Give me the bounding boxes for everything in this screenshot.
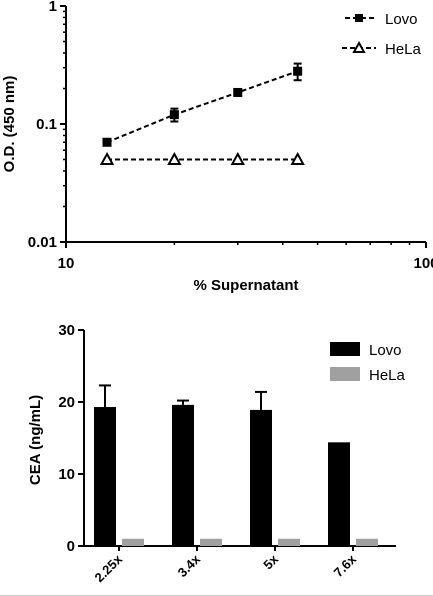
bottom-x-tick-label: 7.6x (331, 551, 360, 580)
bottom-bars-group (94, 384, 378, 546)
bar-lovo (172, 404, 194, 546)
series-hela-point (290, 151, 305, 166)
bottom-legend: Lovo HeLa (330, 342, 406, 384)
cea-bar-chart: 0 10 20 30 2.25x 3.4x 5x 7.6x CEA (ng/mL) Lovo… (27, 322, 406, 585)
series-lovo-point (169, 110, 179, 120)
bar-lovo (94, 407, 116, 546)
legend-hela-label: HeLa (369, 367, 406, 384)
top-y-tick-label: 1 (49, 0, 57, 15)
top-x-ticks: 10 100 (58, 242, 433, 272)
bottom-x-tick-label: 2.25x (92, 551, 126, 585)
bottom-y-ticks: 0 10 20 30 (58, 322, 84, 555)
top-x-tick-label: 10 (58, 255, 75, 272)
od-line-chart: 0.01 0.1 1 10 100 % Supernatant O.D. (450 n… (1, 0, 433, 294)
bottom-x-tick-label: 3.4x (175, 551, 204, 580)
top-series-group (99, 62, 305, 166)
top-x-tick-label: 100 (413, 255, 433, 272)
bottom-x-ticks: 2.25x 3.4x 5x 7.6x (92, 546, 360, 585)
bottom-y-tick-label: 20 (58, 394, 75, 411)
bar-hela (278, 538, 300, 546)
series-lovo-line (106, 70, 298, 144)
top-y-axis-title: O.D. (450 nm) (1, 76, 18, 173)
top-y-tick-label: 0.01 (28, 234, 57, 251)
top-y-ticks: 0.01 0.1 1 (28, 0, 66, 251)
bottom-x-tick-label: 5x (260, 551, 281, 572)
series-hela-point (99, 151, 115, 166)
bar-hela (356, 538, 378, 546)
bottom-y-axis-title: CEA (ng/mL) (27, 395, 44, 485)
top-y-tick-label: 0.1 (36, 116, 57, 133)
legend-lovo-marker (355, 14, 363, 22)
bar-lovo (328, 442, 350, 546)
bar-hela (200, 538, 222, 546)
legend-hela-marker (352, 40, 366, 53)
legend-lovo-swatch (330, 342, 360, 356)
bar-lovo (250, 409, 272, 546)
legend-lovo-label: Lovo (385, 11, 418, 28)
series-hela-point (167, 151, 182, 166)
series-hela-point (230, 151, 245, 166)
bar-hela (122, 538, 144, 546)
legend-lovo-label: Lovo (369, 342, 402, 359)
legend-hela-swatch (330, 367, 360, 381)
legend-hela-label: HeLa (385, 41, 422, 58)
series-lovo-point (102, 137, 112, 147)
bottom-y-tick-label: 10 (58, 466, 75, 483)
series-lovo-point (233, 87, 243, 97)
series-lovo-point (293, 66, 303, 76)
bottom-y-tick-label: 30 (58, 322, 75, 339)
bottom-y-tick-label: 0 (67, 538, 75, 555)
top-x-axis-title: % Supernatant (193, 277, 298, 294)
top-legend: Lovo HeLa (342, 11, 422, 58)
